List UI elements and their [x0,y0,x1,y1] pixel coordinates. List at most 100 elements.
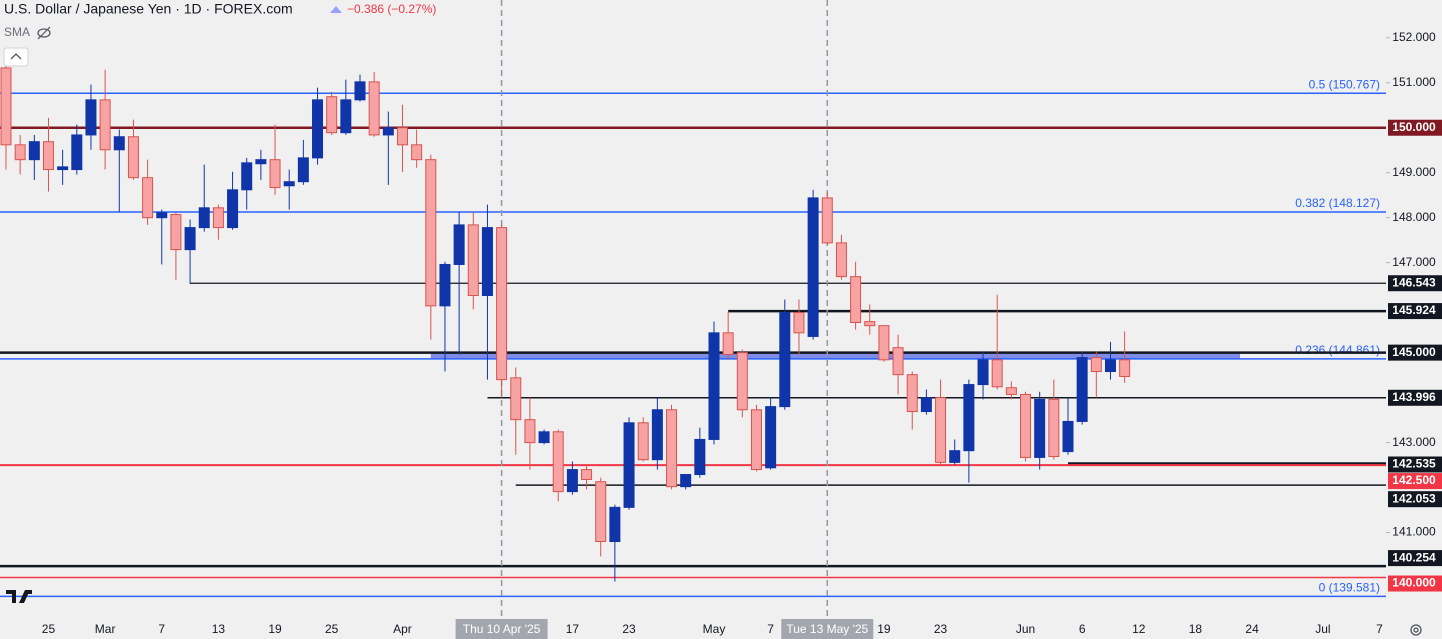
fib-label: 0.5 (150.767) [1309,77,1380,91]
date-highlight [781,619,874,639]
candle-body [354,81,366,101]
candle-body [977,359,989,386]
fib-label: 0.382 (148.127) [1295,196,1380,210]
candle-body [269,159,281,189]
candle-body [411,144,423,161]
price-label: 142.500 [1392,473,1436,487]
candle-body [1048,398,1060,458]
x-tick-label: May [703,622,726,636]
candle-body [637,422,649,461]
x-tick-label: 7 [767,622,774,636]
x-tick-label: 25 [42,622,56,636]
visibility-icon[interactable] [37,26,51,40]
candle-body [1020,393,1032,458]
x-tick-label: 6 [1079,622,1086,636]
candle-body [212,207,224,229]
candle-body [1104,359,1116,373]
price-label-box [1388,550,1442,567]
candle-body [99,99,111,151]
indicator-label: SMA [4,25,30,39]
candle-body [651,409,663,461]
candle-body [0,67,12,146]
candle-body [71,134,83,171]
candle-body [467,224,479,297]
settings-icon[interactable] [1410,624,1422,636]
candle-body [496,227,508,381]
x-tick-label: 23 [934,622,948,636]
candle-body [439,263,451,307]
y-tick-label: 152.000 [1392,30,1436,44]
candle-body [807,197,819,337]
candle-body [835,242,847,278]
candle-body [623,422,635,508]
x-tick-label: 18 [1189,622,1203,636]
candle-body [42,141,54,171]
candle-body [255,159,267,165]
candle-body [750,409,762,471]
collapse-button[interactable] [3,47,29,67]
candle-body [425,159,437,307]
x-tick-label: 7 [158,622,165,636]
candle-body [850,276,862,323]
candle-body [113,136,125,151]
candle-body [609,506,621,543]
collapse-icon [10,53,22,60]
candle-body [1076,357,1088,422]
candle-body [326,96,338,134]
y-tick-label: 143.000 [1392,435,1436,449]
price-change: −0.386 (−0.27%) [347,2,436,16]
y-tick-label: 147.000 [1392,255,1436,269]
candle-body [920,397,932,413]
candle-body [722,332,734,355]
candle-body [1034,398,1046,458]
price-label-box [1388,119,1442,136]
candle-body [595,481,607,543]
symbol-title: U.S. Dollar / Japanese Yen · 1D · FOREX.… [4,1,293,17]
candle-body [170,214,182,251]
x-tick-label: 17 [566,622,580,636]
price-label: 142.535 [1392,457,1436,471]
tv-logo [6,590,32,603]
candle-body [1062,420,1074,453]
x-tick-label: 24 [1245,622,1259,636]
price-label: 140.000 [1392,576,1436,590]
candle-body [963,384,975,452]
candle-body [736,352,748,411]
candle-body [14,144,26,161]
candle-body [949,450,961,463]
candle-body [538,431,550,444]
candle-body [198,207,210,229]
candle-body [297,157,309,183]
price-label-box [1388,473,1442,490]
x-tick-label: Apr [393,622,412,636]
candle-body [821,197,833,244]
x-tick-label: Jul [1315,622,1330,636]
candle-body [312,99,324,159]
candle-body [1119,359,1131,377]
candle-body [779,312,791,408]
candle-body [552,431,564,493]
plot: 0.5 (150.767) 0.382 (148.127) 0.236 (144.8… [0,0,1386,618]
candle-body [666,409,678,488]
price-label-box [1388,491,1442,508]
price-label: 140.254 [1392,550,1436,564]
candle-body [184,227,196,251]
date-highlight [455,619,548,639]
candle-body [368,81,380,136]
x-tick-label: Mar [95,622,116,636]
candle-body [878,325,890,361]
candle-body [142,177,154,219]
zone-band [430,352,1240,359]
candle-body [28,141,40,161]
candle-body [581,469,593,480]
x-tick-label: Jun [1016,622,1035,636]
candle-body [566,469,578,493]
candle-body [283,181,295,187]
candle-body [382,127,394,136]
x-tick-label: 19 [268,622,282,636]
candle-body [680,474,692,488]
x-tick-label: 23 [622,622,636,636]
